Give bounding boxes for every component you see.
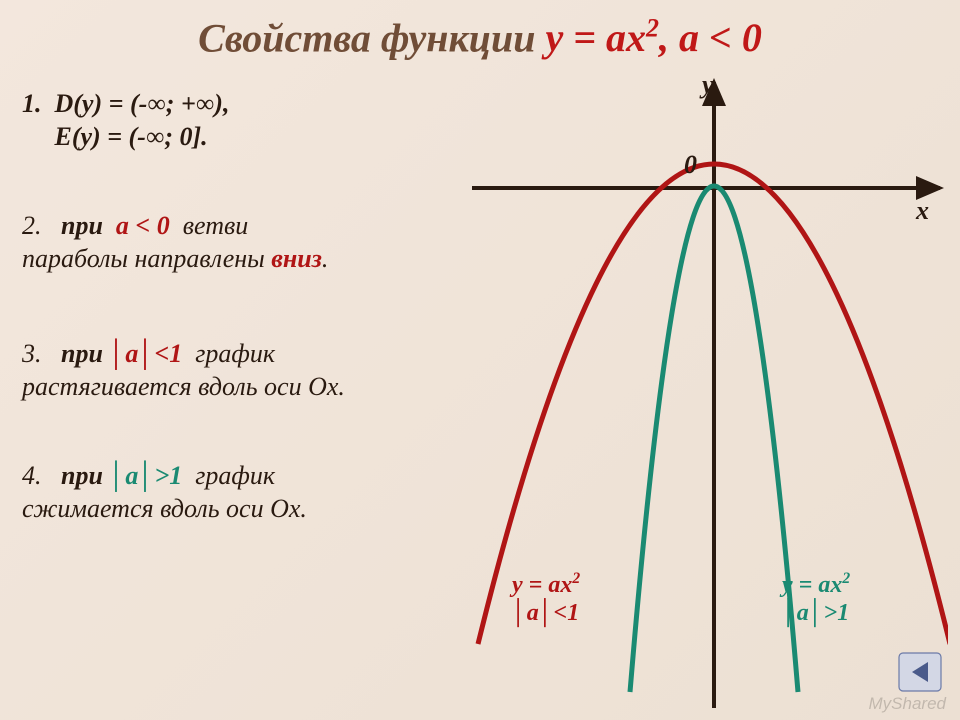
title-formula: у = ах2, а < 0 [545,15,761,60]
page-title: Свойства функции у = ах2, а < 0 [0,14,960,61]
property-3: 3. при │а│<1 графикрастягивается вдоль о… [22,338,345,403]
title-prefix: Свойства функции [198,15,545,60]
curve-label-wide: у = ах2│а│<1 [512,570,580,627]
axis-label-o: 0 [684,150,697,180]
property-4: 4. при │а│>1 графиксжимается вдоль оси О… [22,460,307,525]
axis-label-y: у [702,70,714,100]
axis-label-x: х [916,196,929,226]
property-2: 2. при а < 0 ветвипараболы направлены вн… [22,210,328,275]
back-button[interactable] [898,652,942,692]
back-arrow-icon [898,652,942,692]
parabola-chart: у х 0 у = ах2│а│<1 у = ах2│а│>1 [466,72,948,712]
curve-label-narrow: у = ах2│а│>1 [782,570,850,627]
watermark: MyShared [869,694,946,714]
property-1: 1. D(y) = (-∞; +∞), E(y) = (-∞; 0]. [22,88,229,153]
